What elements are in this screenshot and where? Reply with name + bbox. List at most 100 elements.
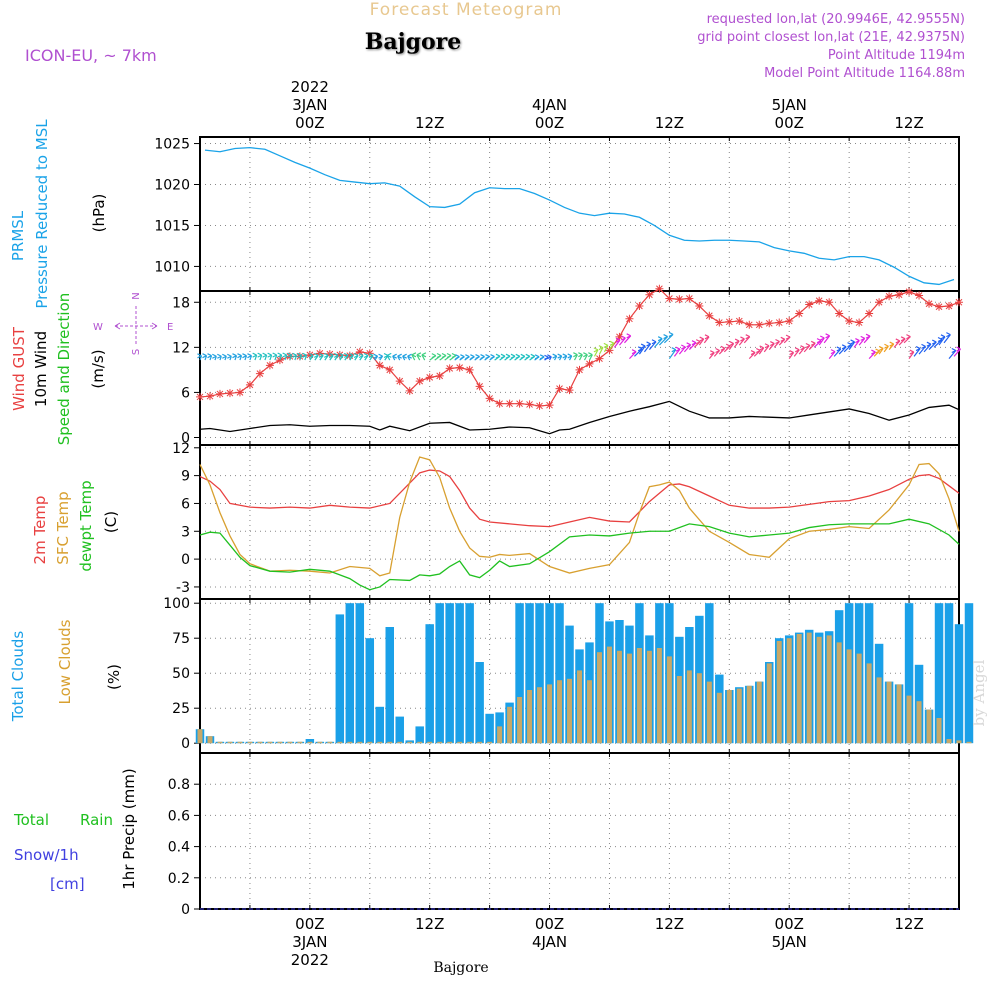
wind-arrow-head bbox=[841, 344, 847, 350]
wind-arrow-head bbox=[421, 352, 427, 358]
gust-marker bbox=[875, 298, 884, 307]
clouds-unit: (%) bbox=[105, 664, 123, 690]
wind-arrow-head bbox=[785, 334, 791, 340]
total-cloud-bar bbox=[395, 716, 404, 744]
wind-arrow bbox=[648, 341, 657, 350]
low-cloud-bar bbox=[397, 741, 403, 744]
low-cloud-bar bbox=[197, 729, 203, 744]
wind-arrow-head bbox=[287, 352, 292, 358]
total-cloud-bar bbox=[415, 726, 424, 744]
compass-n: N bbox=[131, 292, 142, 299]
gust-marker bbox=[625, 314, 634, 323]
wind-arrow-head bbox=[900, 336, 906, 342]
wind-arrow-head bbox=[631, 349, 637, 355]
hour-label: 12Z bbox=[655, 915, 684, 933]
wind-arrow-head bbox=[710, 350, 715, 356]
gust-marker bbox=[665, 294, 674, 303]
low-cloud-bar bbox=[596, 652, 602, 744]
gust-marker bbox=[585, 359, 594, 368]
low-cloud-bar bbox=[806, 632, 812, 744]
wind-arrow-head bbox=[530, 353, 536, 359]
location-title: Bajgore bbox=[365, 29, 461, 55]
compass-icon: N S W E bbox=[93, 292, 173, 355]
wind-arrow-head bbox=[392, 353, 397, 359]
wind-arrow-head bbox=[232, 353, 237, 359]
wind-arrow-head bbox=[547, 354, 552, 360]
low-cloud-bar bbox=[577, 670, 582, 744]
wind-arrow-head bbox=[884, 343, 889, 349]
total-cloud-bar bbox=[445, 603, 454, 744]
wind-arrow-head bbox=[470, 354, 475, 360]
wind-arrow-head bbox=[800, 345, 805, 351]
low-cloud-bar bbox=[487, 741, 493, 744]
total-cloud-bar bbox=[345, 603, 355, 744]
y-tick-label: 1010 bbox=[154, 259, 190, 275]
wind-arrow-head bbox=[539, 354, 545, 360]
gust-marker bbox=[775, 318, 784, 327]
gust-marker bbox=[755, 320, 764, 329]
wind-arrow-head bbox=[353, 352, 359, 359]
wind-arrow bbox=[279, 354, 283, 361]
low-cloud-bar bbox=[207, 736, 213, 744]
wind-arrow-head bbox=[825, 333, 830, 339]
y-tick-label: 3 bbox=[181, 524, 190, 540]
wind-arrow-head bbox=[500, 353, 506, 359]
wind-arrow bbox=[668, 349, 677, 359]
gust-marker bbox=[535, 401, 544, 410]
wind-arrow-head bbox=[485, 354, 490, 360]
wind-arrow-head bbox=[720, 345, 726, 351]
gust-marker bbox=[725, 317, 734, 326]
wind-arrow-head bbox=[237, 353, 242, 359]
low-cloud-bar bbox=[217, 741, 223, 744]
wind-arrow-head bbox=[794, 347, 800, 353]
date-label: 5JAN bbox=[772, 96, 807, 114]
wind-arrow-head bbox=[729, 341, 734, 347]
wind-arrow bbox=[603, 345, 609, 353]
wind-arrow-head bbox=[267, 352, 272, 358]
wind-arrow-head bbox=[247, 353, 252, 359]
gust-marker bbox=[945, 302, 954, 311]
gust-marker bbox=[255, 369, 264, 378]
dewpt-line bbox=[199, 518, 960, 591]
wind-arrow-head bbox=[956, 346, 961, 352]
low-cloud-bar bbox=[866, 663, 872, 744]
date-label: 5JAN bbox=[772, 933, 807, 951]
y-tick-label: 0.6 bbox=[168, 808, 190, 824]
total-cloud-bar bbox=[435, 603, 444, 744]
y-tick-label: 1015 bbox=[154, 218, 190, 234]
low-cloud-bar bbox=[916, 701, 922, 744]
gust-marker bbox=[225, 389, 234, 398]
wind-arrow-head bbox=[515, 353, 521, 359]
low-cloud-bar bbox=[277, 741, 283, 744]
low-cloud-bar bbox=[686, 670, 692, 744]
requested-coords: requested lon,lat (20.9946E, 42.9555N) bbox=[707, 12, 965, 27]
wind-arrow bbox=[833, 348, 842, 357]
wind-arrow bbox=[908, 351, 915, 359]
model-label: ICON-EU, ~ 7km bbox=[25, 46, 157, 65]
wind-arrow-head bbox=[510, 353, 516, 359]
wind-arrow-head bbox=[775, 338, 780, 345]
hour-label: 00Z bbox=[535, 114, 564, 132]
bottom-time-label: 12Z bbox=[894, 915, 923, 933]
wind-arrow-head bbox=[446, 352, 452, 359]
wind-arrow-head bbox=[906, 334, 911, 340]
gust-marker bbox=[595, 354, 604, 363]
wind-arrow-head bbox=[583, 352, 588, 358]
hour-label: 12Z bbox=[415, 915, 444, 933]
y-tick-label: 25 bbox=[172, 701, 190, 717]
gust-marker bbox=[955, 298, 963, 307]
wind-arrow bbox=[643, 343, 652, 353]
low-cloud-bar bbox=[457, 741, 463, 744]
low-cloud-bar bbox=[956, 740, 962, 744]
low-cloud-bar bbox=[626, 653, 632, 744]
wind-arrow-head bbox=[789, 350, 794, 356]
wind-arrow-head bbox=[816, 338, 822, 344]
panel-4: 0 0.2 0.4 0.6 0.8 bbox=[168, 752, 960, 918]
low-cloud-bar bbox=[507, 706, 513, 744]
wind-arrow-head bbox=[277, 352, 282, 358]
low-cloud-bar bbox=[297, 741, 303, 744]
total-cloud-bar bbox=[475, 662, 484, 744]
wind-arrow bbox=[274, 354, 278, 361]
wind-arrow-head bbox=[725, 343, 731, 349]
